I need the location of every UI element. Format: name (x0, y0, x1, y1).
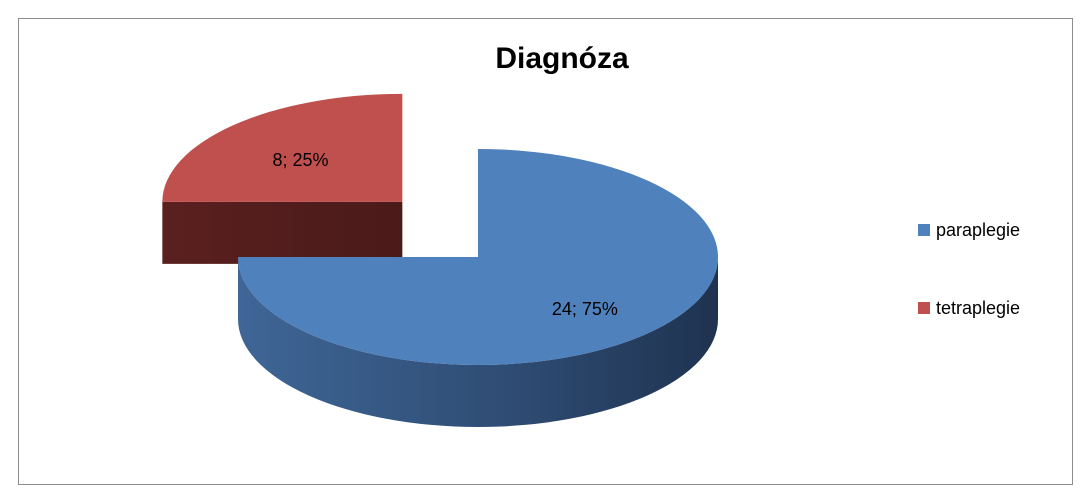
legend-swatch (918, 224, 930, 236)
legend-label: paraplegie (936, 220, 1020, 240)
data-label: 8; 25% (272, 150, 328, 170)
slice-side (238, 257, 718, 427)
slice-face (162, 201, 403, 264)
data-label: 24; 75% (552, 299, 618, 319)
pie-slice (162, 93, 403, 264)
legend-swatch (918, 302, 930, 314)
slice-top (162, 93, 403, 202)
pie-slice (238, 149, 718, 427)
legend-label: tetraplegie (936, 298, 1020, 318)
chart-title: Diagnóza (495, 42, 629, 75)
slice-top (238, 149, 718, 365)
